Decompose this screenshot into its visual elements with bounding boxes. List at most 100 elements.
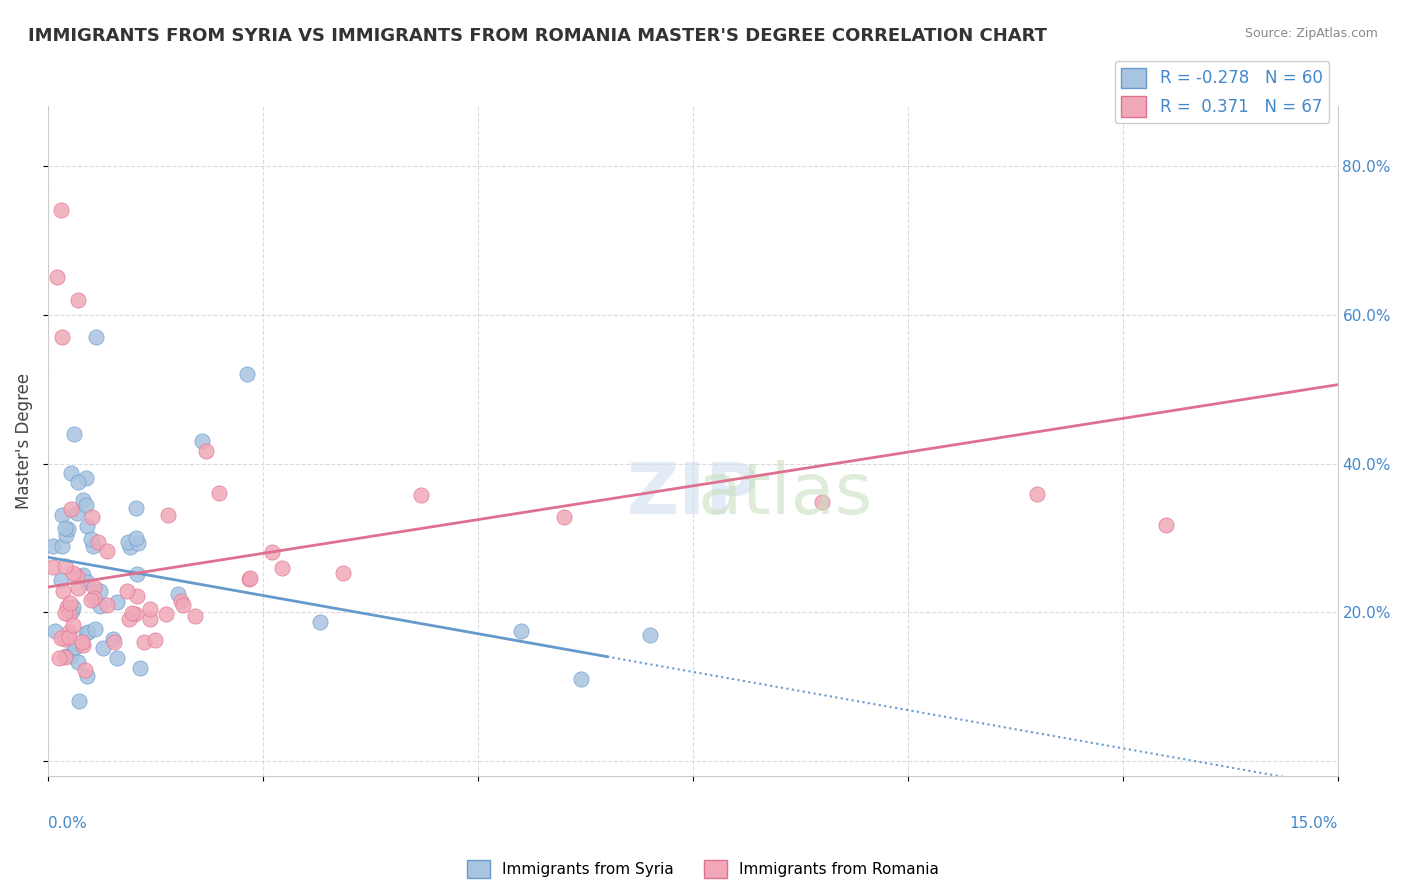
Point [103,635,125,649]
Point [260,545,283,559]
Point [51,539,73,553]
Point [55,649,77,664]
Point [125,589,148,603]
Point [184,608,207,623]
Point [55,520,77,534]
Point [239,571,262,585]
Point [76,668,98,682]
Point [66,293,89,307]
Point [132,635,155,649]
Point [72,492,94,507]
Point [49,573,72,587]
Point [60,604,83,618]
Point [638,628,661,642]
Point [75,626,97,640]
Point [41,539,63,553]
Point [48,650,70,665]
Point [125,567,148,582]
Point [66,582,89,596]
Point [60,648,83,663]
Point [1154,518,1177,533]
Point [124,607,146,622]
Point [411,487,433,501]
Point [80,509,103,524]
Point [66,506,89,520]
Point [172,598,194,612]
Point [156,508,179,522]
Point [58,607,80,621]
Point [52,583,75,598]
Point [87,535,110,549]
Point [53,650,76,665]
Point [58,624,80,639]
Point [271,560,294,574]
Point [62,566,84,580]
Point [76,575,98,590]
Text: 0.0%: 0.0% [48,816,87,831]
Point [76,519,98,533]
Point [170,593,193,607]
Point [96,544,118,558]
Text: 15.0%: 15.0% [1289,816,1337,831]
Point [72,568,94,582]
Point [49,203,72,218]
Legend: R = -0.278   N = 60, R =  0.371   N = 67: R = -0.278 N = 60, R = 0.371 N = 67 [1115,61,1329,123]
Point [143,632,166,647]
Text: atlas: atlas [513,460,872,529]
Point [83,591,105,605]
Point [89,584,111,599]
Point [105,595,128,609]
Point [332,566,354,581]
Point [66,568,89,582]
Point [53,606,76,620]
Y-axis label: Master's Degree: Master's Degree [15,373,32,509]
Point [191,434,214,449]
Point [83,581,105,595]
Text: IMMIGRANTS FROM SYRIA VS IMMIGRANTS FROM ROMANIA MASTER'S DEGREE CORRELATION CHA: IMMIGRANTS FROM SYRIA VS IMMIGRANTS FROM… [28,27,1047,45]
Point [139,601,162,615]
Point [103,632,125,646]
Legend: Immigrants from Syria, Immigrants from Romania: Immigrants from Syria, Immigrants from R… [461,854,945,884]
Point [44,624,66,639]
Point [51,632,73,646]
Point [84,622,107,636]
Point [125,531,148,545]
Point [51,330,73,344]
Point [72,635,94,649]
Point [58,630,80,644]
Point [56,522,79,536]
Point [208,485,231,500]
Point [82,539,104,553]
Point [77,625,100,640]
Point [55,528,77,542]
Point [118,612,141,626]
Point [115,583,138,598]
Point [155,607,177,621]
Point [67,475,90,489]
Point [80,592,103,607]
Point [46,270,69,285]
Point [138,612,160,626]
Point [1025,487,1047,501]
Point [107,651,129,665]
Point [76,471,98,485]
Point [235,368,257,382]
Point [120,540,142,554]
Point [80,532,103,546]
Point [59,596,82,610]
Point [60,501,83,516]
Point [41,559,63,574]
Point [55,599,77,614]
Point [121,607,143,621]
Point [55,558,77,573]
Point [569,672,592,686]
Point [195,443,218,458]
Point [238,572,260,586]
Text: ZIP: ZIP [627,460,759,529]
Point [309,615,332,629]
Point [73,663,96,677]
Point [53,632,76,646]
Point [63,640,86,654]
Point [129,661,152,675]
Point [93,641,115,656]
